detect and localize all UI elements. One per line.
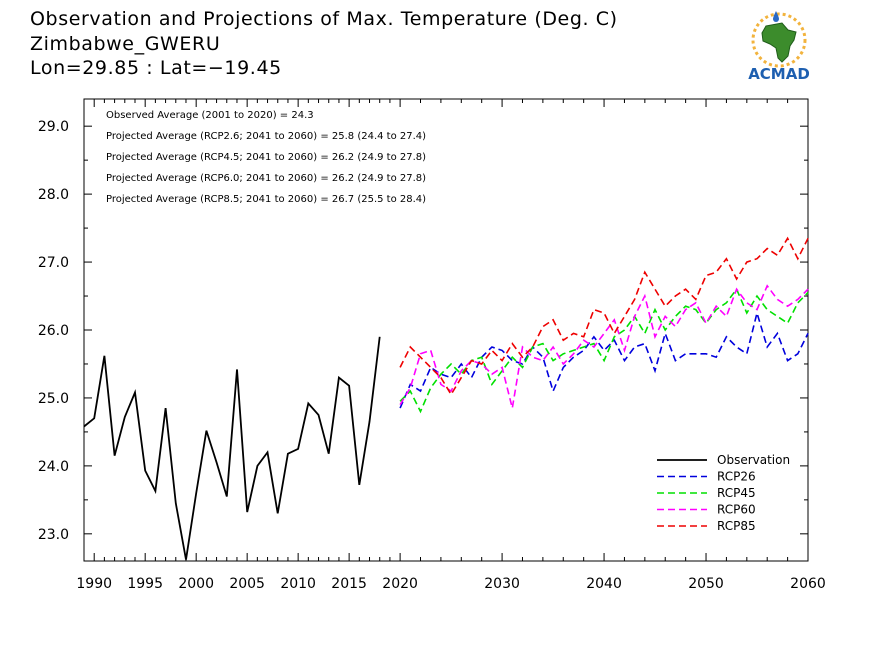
chart-title: Observation and Projections of Max. Temp… (30, 8, 618, 30)
x-tick-label: 2040 (586, 576, 622, 592)
x-axis: 1990 1995 2000 2005 2010 2015 2020 2030 2040 2050… (76, 99, 826, 592)
station-coordinates: Lon=29.85 : Lat=−19.45 (30, 57, 282, 79)
x-tick-label: 1990 (76, 576, 112, 592)
series-lines (83, 236, 809, 560)
y-axis: 23.0 24.0 25.0 26.0 27.0 28.0 29.0 (38, 119, 808, 543)
y-tick-label: 24.0 (38, 459, 69, 475)
series-line-rcp45 (399, 287, 809, 414)
x-tick-label: 2020 (382, 576, 418, 592)
x-tick-label: 1995 (127, 576, 163, 592)
y-tick-label: 28.0 (38, 187, 69, 203)
legend-label: RCP45 (717, 486, 756, 500)
x-tick-label: 2060 (790, 576, 826, 592)
x-tick-label: 2000 (178, 576, 214, 592)
legend-label: RCP26 (717, 470, 756, 484)
x-tick-label: 2050 (688, 576, 724, 592)
legend-label: Observation (717, 453, 790, 467)
africa-map-icon (761, 22, 797, 63)
series-line-rcp60 (399, 284, 809, 409)
x-tick-label: 2015 (331, 576, 367, 592)
series-line-rcp26 (399, 309, 809, 409)
annotations: Observed Average (2001 to 2020) = 24.3 Pr… (106, 110, 426, 205)
legend: Observation RCP26 RCP45 RCP60 RCP85 (657, 453, 790, 533)
legend-label: RCP60 (717, 503, 756, 517)
y-tick-label: 27.0 (38, 255, 69, 271)
y-tick-label: 29.0 (38, 119, 69, 135)
annotation-text: Projected Average (RCP8.5; 2041 to 2060)… (106, 194, 426, 205)
logo-text: ACMAD (748, 65, 810, 83)
annotation-text: Projected Average (RCP2.6; 2041 to 2060)… (106, 131, 426, 142)
x-tick-label: 2030 (484, 576, 520, 592)
y-tick-label: 26.0 (38, 323, 69, 339)
y-tick-label: 25.0 (38, 391, 69, 407)
plot-frame (83, 98, 809, 562)
y-tick-label: 23.0 (38, 527, 69, 543)
series-line-rcp85 (399, 236, 809, 397)
legend-label: RCP85 (717, 519, 756, 533)
station-name: Zimbabwe_GWERU (30, 33, 221, 55)
sun-rays-icon (751, 12, 807, 68)
annotation-text: Projected Average (RCP6.0; 2041 to 2060)… (106, 173, 426, 184)
x-tick-label: 2010 (280, 576, 316, 592)
annotation-text: Projected Average (RCP4.5; 2041 to 2060)… (106, 152, 426, 163)
acmad-logo: ACMAD (748, 11, 810, 83)
water-drop-icon (773, 11, 779, 22)
annotation-text: Observed Average (2001 to 2020) = 24.3 (106, 110, 314, 121)
series-line-observation (83, 336, 381, 560)
x-tick-label: 2005 (229, 576, 265, 592)
